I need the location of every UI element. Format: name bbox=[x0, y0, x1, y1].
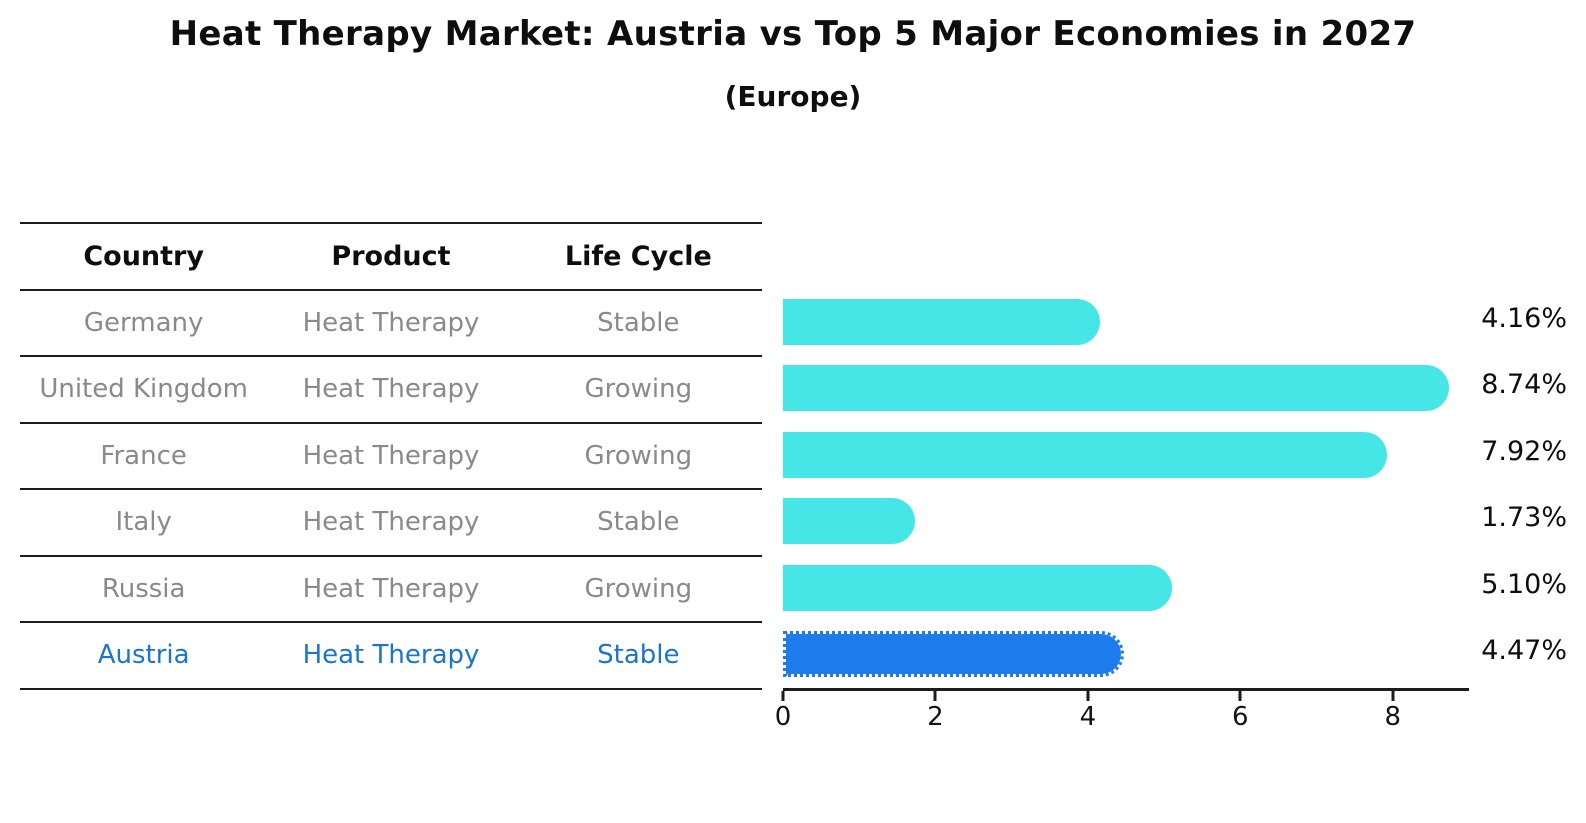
life-cycle-cell: Stable bbox=[597, 507, 680, 538]
bar-austria-highlighted bbox=[783, 631, 1124, 677]
x-axis-tick bbox=[1086, 691, 1090, 701]
x-axis-tick bbox=[1238, 691, 1242, 701]
product-cell: Heat Therapy bbox=[302, 374, 480, 405]
life-cycle-cell: Growing bbox=[584, 374, 693, 405]
x-axis-tick bbox=[933, 691, 937, 701]
value-label-italy: 1.73% bbox=[1481, 502, 1567, 534]
table-header-row: Country Product Life Cycle bbox=[20, 224, 762, 291]
country-cell: Germany bbox=[83, 307, 204, 338]
x-axis-tick-label: 4 bbox=[1079, 702, 1097, 732]
value-label-austria: 4.47% bbox=[1481, 635, 1567, 666]
chart-subtitle: (Europe) bbox=[724, 80, 862, 113]
country-table: Country Product Life Cycle Germany Heat … bbox=[20, 222, 762, 690]
product-cell: Heat Therapy bbox=[302, 307, 480, 338]
bar-germany bbox=[783, 299, 1101, 345]
x-axis-tick-label: 0 bbox=[774, 702, 792, 732]
chart-title: Heat Therapy Market: Austria vs Top 5 Ma… bbox=[169, 14, 1417, 54]
bar-italy bbox=[783, 498, 915, 545]
col-header-product: Product bbox=[331, 240, 451, 272]
country-cell: United Kingdom bbox=[39, 374, 248, 405]
col-header-life-cycle: Life Cycle bbox=[564, 240, 712, 272]
country-cell: France bbox=[100, 440, 187, 471]
product-cell: Heat Therapy bbox=[302, 640, 480, 671]
product-cell: Heat Therapy bbox=[302, 573, 480, 604]
value-label-germany: 4.16% bbox=[1481, 303, 1567, 334]
bar-russia bbox=[783, 564, 1172, 611]
x-axis-tick bbox=[1391, 691, 1395, 701]
x-axis-tick-label: 2 bbox=[927, 702, 944, 732]
table-row-france: France Heat Therapy Growing bbox=[20, 424, 762, 490]
country-cell: Austria bbox=[97, 640, 190, 671]
product-cell: Heat Therapy bbox=[302, 440, 480, 471]
x-axis-line bbox=[783, 688, 1469, 691]
table-row-germany: Germany Heat Therapy Stable bbox=[20, 291, 762, 357]
life-cycle-cell: Growing bbox=[584, 573, 693, 604]
life-cycle-cell: Stable bbox=[597, 640, 680, 671]
table-row-austria: Austria Heat Therapy Stable bbox=[20, 623, 762, 690]
country-cell: Italy bbox=[115, 507, 172, 538]
col-header-country: Country bbox=[83, 240, 204, 272]
life-cycle-cell: Stable bbox=[597, 307, 680, 338]
x-axis-tick bbox=[781, 691, 785, 701]
value-label-russia: 5.10% bbox=[1481, 568, 1567, 600]
product-cell: Heat Therapy bbox=[302, 507, 480, 538]
life-cycle-cell: Growing bbox=[584, 440, 693, 471]
x-axis-tick-label: 6 bbox=[1232, 702, 1249, 732]
value-label-united-kingdom: 8.74% bbox=[1481, 369, 1567, 401]
x-axis-tick-label: 8 bbox=[1384, 702, 1402, 732]
table-row-united-kingdom: United Kingdom Heat Therapy Growing bbox=[20, 357, 762, 424]
country-cell: Russia bbox=[101, 573, 186, 604]
bar-united-kingdom bbox=[783, 365, 1450, 412]
table-row-italy: Italy Heat Therapy Stable bbox=[20, 490, 762, 557]
value-label-france: 7.92% bbox=[1481, 435, 1567, 467]
bar-france bbox=[783, 431, 1387, 478]
table-row-russia: Russia Heat Therapy Growing bbox=[20, 557, 762, 623]
